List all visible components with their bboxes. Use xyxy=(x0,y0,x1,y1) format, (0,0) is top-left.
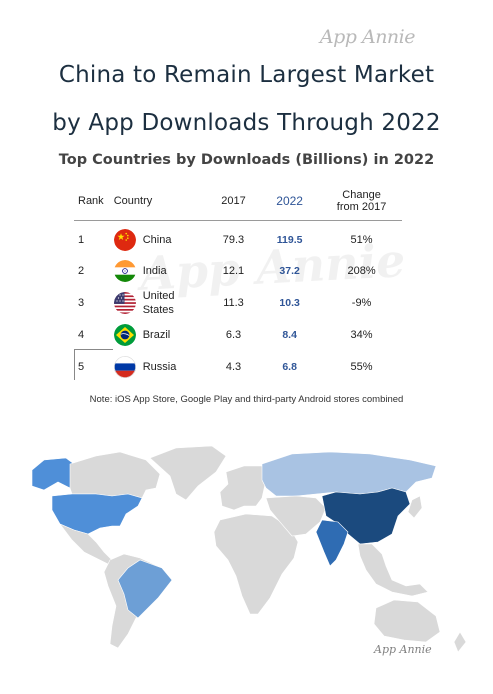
brazil-flag-icon xyxy=(113,324,136,346)
table-row: 3 xyxy=(74,287,402,319)
change-value: -9% xyxy=(351,297,372,309)
map-greenland xyxy=(149,445,227,501)
map-australia xyxy=(373,599,441,643)
brand-logo-bottom: App Annie xyxy=(374,643,432,656)
value-2017: 12.1 xyxy=(222,265,245,277)
value-2017: 79.3 xyxy=(222,234,245,246)
china-flag-icon xyxy=(113,229,136,251)
map-middle-east xyxy=(265,495,327,537)
value-2022: 8.4 xyxy=(282,329,297,341)
table-row: 5 Russia 4.3 6.8 55% xyxy=(74,351,402,383)
brand-logo-top: App Annie xyxy=(319,26,416,48)
map-russia xyxy=(261,451,437,497)
usa-flag-icon xyxy=(113,292,136,314)
page-title-line-1: China to Remain Largest Market xyxy=(58,62,435,88)
rank-cell: 4 xyxy=(78,329,85,341)
map-southeast-asia xyxy=(357,543,429,597)
value-2017: 11.3 xyxy=(223,297,244,309)
header-2017: 2017 xyxy=(208,182,259,221)
table-header-row: Rank Country 2017 2022 Change from 2017 xyxy=(74,182,402,221)
india-flag-icon xyxy=(113,260,136,282)
value-2022: 10.3 xyxy=(279,297,300,309)
value-2022: 119.5 xyxy=(276,234,303,246)
country-cell: India xyxy=(113,255,209,287)
country-name: Brazil xyxy=(142,329,171,341)
value-2022: 37.2 xyxy=(279,265,300,277)
value-2022: 6.8 xyxy=(282,361,297,373)
page-title-line-2: by App Downloads Through 2022 xyxy=(52,110,441,136)
world-map xyxy=(31,445,467,653)
footnote: Note: iOS App Store, Google Play and thi… xyxy=(89,394,404,405)
header-change-line-2: from 2017 xyxy=(336,201,387,213)
change-value: 51% xyxy=(350,234,373,246)
map-india xyxy=(315,519,349,567)
change-value: 34% xyxy=(350,329,373,341)
map-africa xyxy=(213,513,299,615)
country-name: China xyxy=(142,234,172,246)
change-value: 55% xyxy=(350,361,373,373)
map-new-zealand xyxy=(453,631,467,653)
header-change-line-1: Change xyxy=(342,189,381,201)
russia-flag-icon xyxy=(113,356,136,378)
country-name: United States xyxy=(143,289,175,317)
downloads-table: Rank Country 2017 2022 Change from 2017 … xyxy=(74,182,402,383)
map-alaska xyxy=(31,457,75,491)
header-change: Change from 2017 xyxy=(321,182,402,221)
header-country: Country xyxy=(113,182,209,221)
country-cell: United States xyxy=(113,287,209,319)
country-name-line-2: States xyxy=(142,304,174,316)
table-row: 4 Brazil 6.3 8.4 34% xyxy=(74,319,402,351)
map-europe xyxy=(219,465,267,511)
rank-cell: 3 xyxy=(78,297,85,309)
map-japan xyxy=(407,495,423,519)
country-cell: Brazil xyxy=(113,319,209,351)
country-name-line-1: United xyxy=(142,290,175,302)
value-2017: 4.3 xyxy=(225,361,242,373)
map-brazil xyxy=(117,559,173,619)
value-2017: 6.3 xyxy=(225,329,242,341)
country-name: Russia xyxy=(142,361,177,373)
table-title: Top Countries by Downloads (Billions) in… xyxy=(58,152,435,168)
header-rank: Rank xyxy=(74,182,114,221)
map-canada xyxy=(69,451,161,499)
country-cell: Russia xyxy=(113,351,209,383)
change-value: 208% xyxy=(347,265,376,277)
rank-cell: 5 xyxy=(78,361,85,373)
country-cell: China xyxy=(113,221,209,256)
table-row: 1 China 79.3 119.5 51% xyxy=(74,221,402,256)
rank-cell: 2 xyxy=(78,265,85,277)
header-2022: 2022 xyxy=(258,182,322,221)
table-row: 2 India 12.1 3 xyxy=(74,255,402,287)
rank-cell: 1 xyxy=(78,234,85,246)
country-name: India xyxy=(142,265,167,277)
